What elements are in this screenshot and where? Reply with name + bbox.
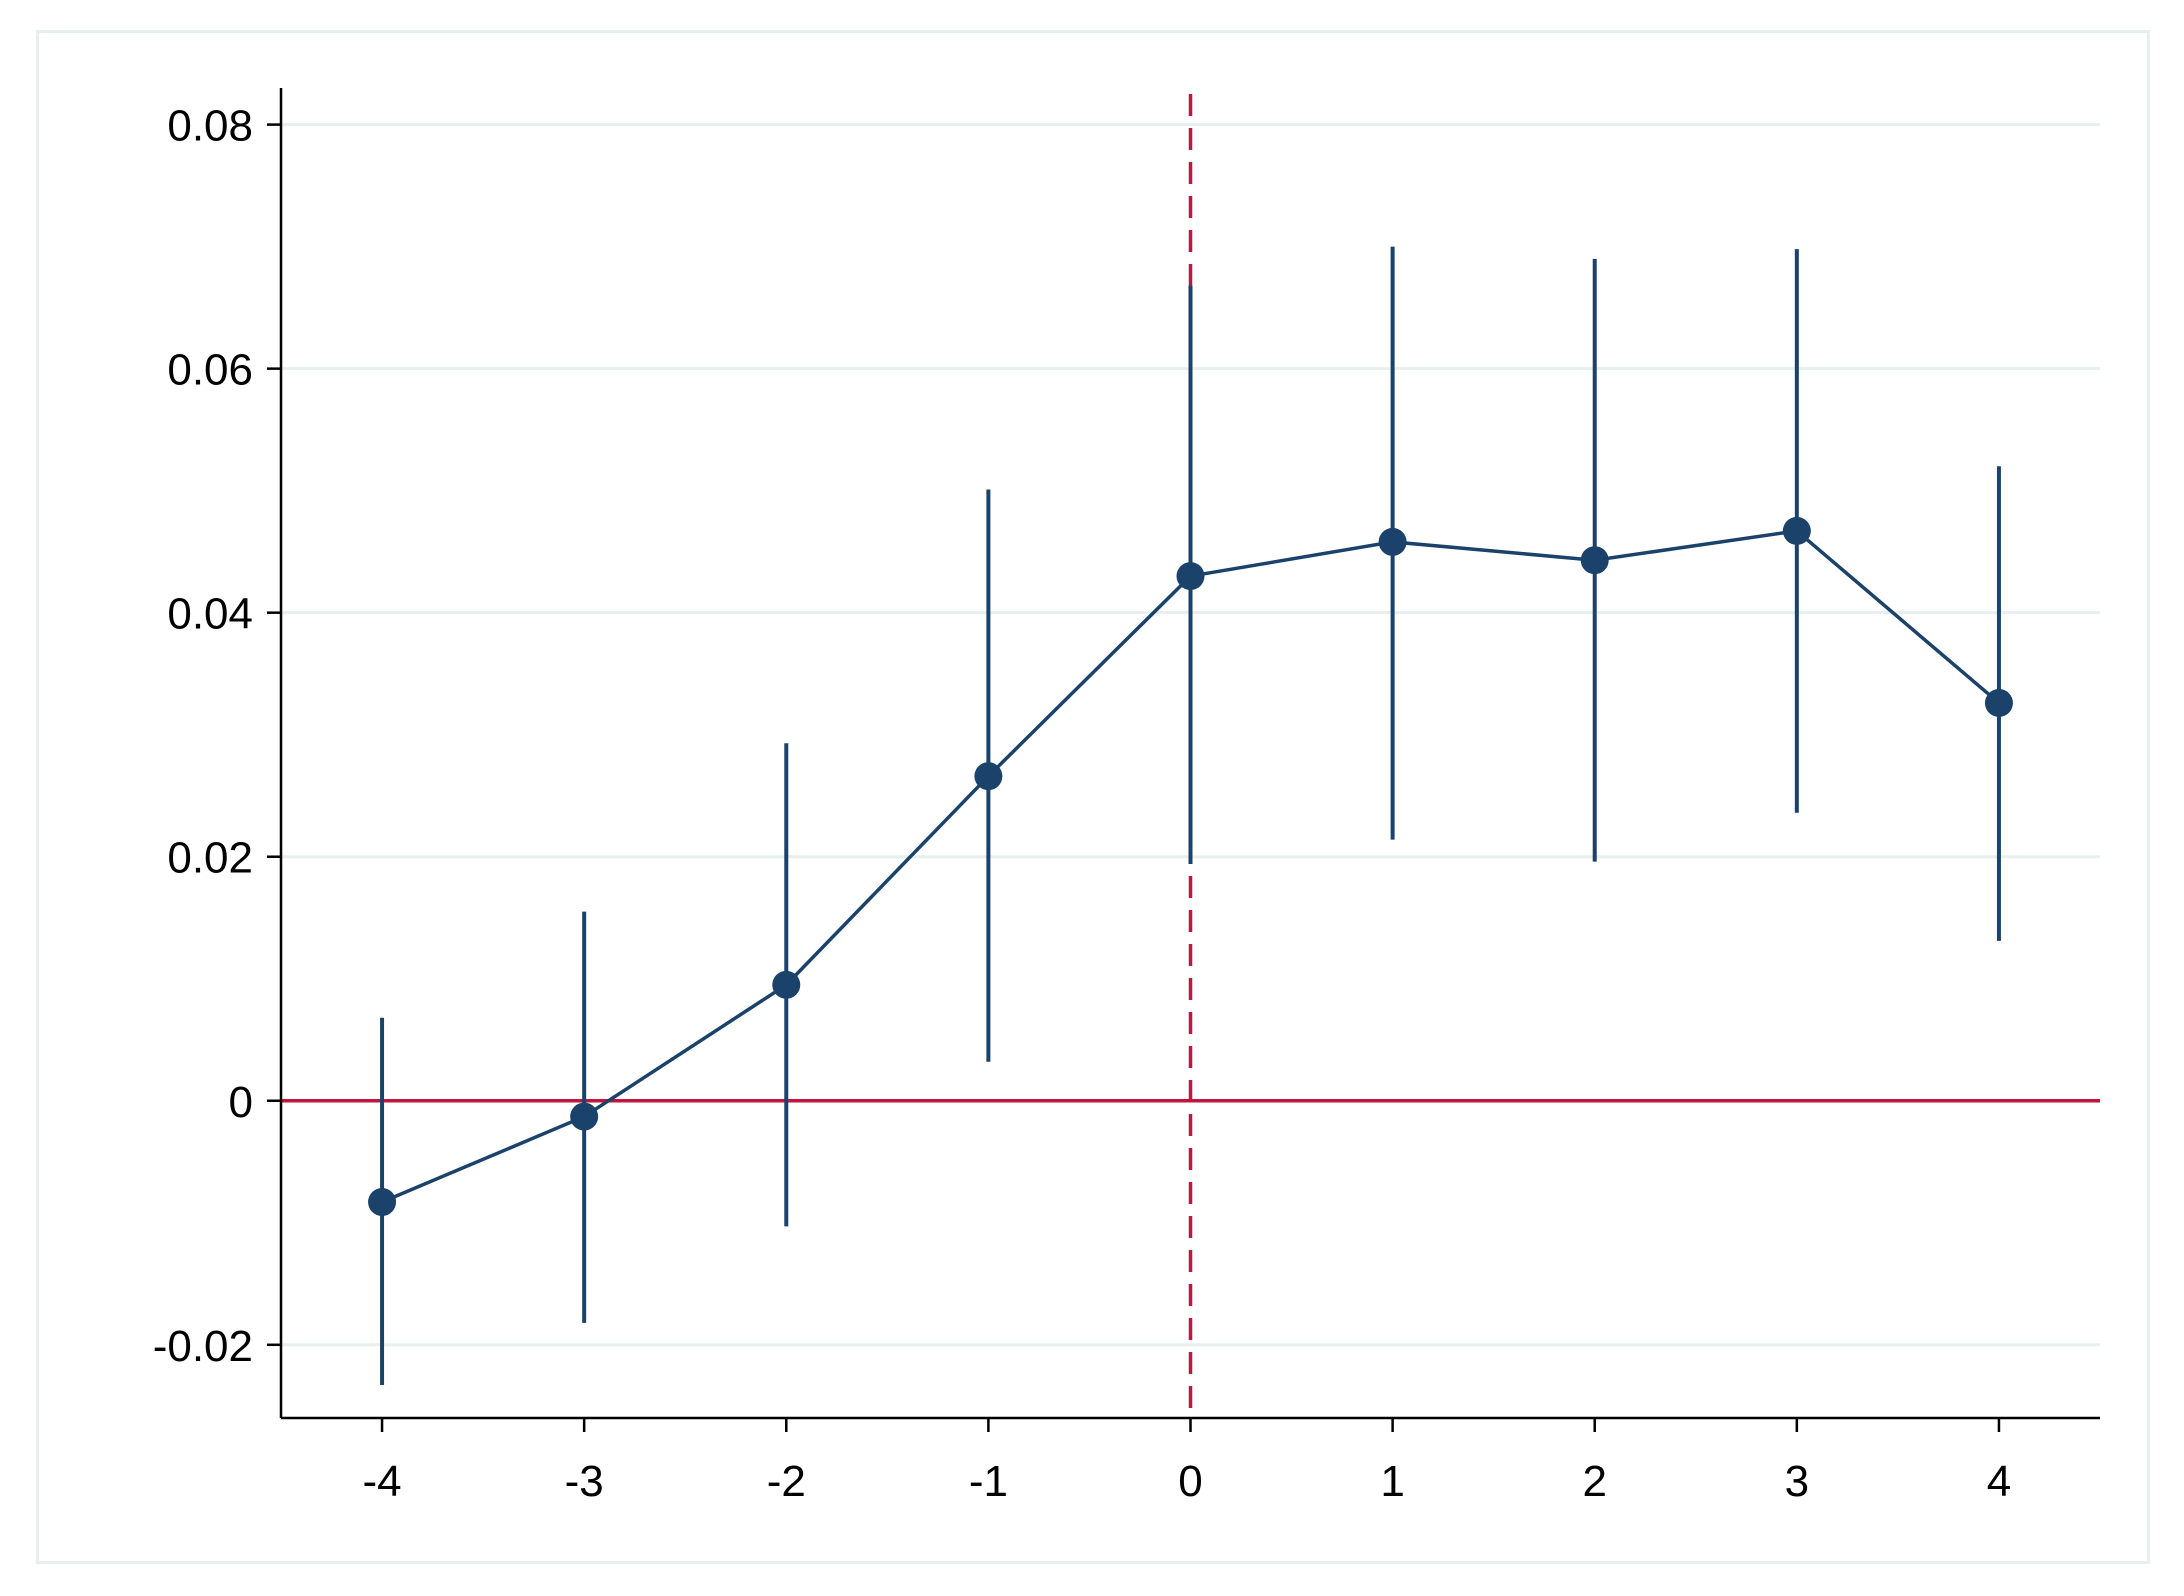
data-point--3 bbox=[570, 1102, 599, 1131]
x-tick-label: 0 bbox=[1178, 1457, 1202, 1506]
data-point-3 bbox=[1782, 516, 1811, 545]
y-tick-label: 0.04 bbox=[167, 590, 253, 639]
x-tick-label: -2 bbox=[767, 1457, 806, 1506]
y-tick-label: 0.08 bbox=[167, 102, 253, 151]
data-point-2 bbox=[1580, 546, 1609, 575]
y-tick-label: 0.06 bbox=[167, 346, 253, 395]
y-tick-label: 0.02 bbox=[167, 834, 253, 883]
y-tick-label: -0.02 bbox=[153, 1322, 253, 1371]
x-tick-label: -1 bbox=[969, 1457, 1008, 1506]
y-tick-label: 0 bbox=[229, 1078, 253, 1127]
x-tick-label: 3 bbox=[1785, 1457, 1809, 1506]
series bbox=[368, 246, 2013, 1386]
x-tick-label: 4 bbox=[1987, 1457, 2011, 1506]
data-point--1 bbox=[974, 762, 1003, 791]
x-tick-label: 1 bbox=[1380, 1457, 1404, 1506]
x-tick-label: -4 bbox=[362, 1457, 401, 1506]
axes: -0.02 0 0.02 0.04 0.06 0.08 -4 -3 -2 -1 0 1 2 3 4 bbox=[153, 88, 2100, 1506]
x-tick-label: -3 bbox=[565, 1457, 604, 1506]
x-tick-label: 2 bbox=[1582, 1457, 1606, 1506]
data-point-1 bbox=[1378, 527, 1407, 556]
data-point--2 bbox=[772, 970, 801, 999]
data-point-0 bbox=[1176, 562, 1205, 591]
data-point--4 bbox=[368, 1188, 397, 1217]
data-point-4 bbox=[1984, 688, 2013, 717]
